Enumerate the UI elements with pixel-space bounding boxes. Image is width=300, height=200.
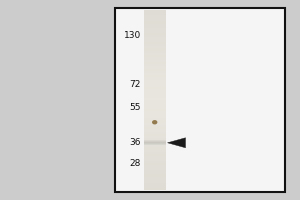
Bar <box>144 77 166 80</box>
Bar <box>144 53 166 55</box>
Bar <box>144 28 166 30</box>
Bar <box>144 163 166 165</box>
Bar <box>144 129 166 132</box>
Bar <box>115 8 285 192</box>
Bar <box>144 26 166 28</box>
Bar <box>144 104 166 107</box>
Bar <box>144 35 166 37</box>
Bar <box>144 181 166 183</box>
Text: 130: 130 <box>124 31 141 40</box>
Bar <box>144 158 166 161</box>
Bar <box>144 145 166 147</box>
Bar <box>144 82 166 84</box>
Bar <box>144 138 166 140</box>
Bar <box>144 132 166 134</box>
Bar <box>144 161 166 163</box>
Bar <box>144 75 166 77</box>
Bar <box>144 50 166 53</box>
Bar <box>144 143 166 144</box>
Bar <box>144 144 166 145</box>
Bar <box>144 107 166 109</box>
Bar <box>144 64 166 66</box>
Bar <box>144 71 166 73</box>
Bar <box>144 140 166 143</box>
Bar <box>144 98 166 100</box>
Text: 28: 28 <box>130 159 141 168</box>
Bar <box>144 120 166 122</box>
Bar <box>144 176 166 179</box>
Bar <box>144 48 166 50</box>
Bar <box>144 150 166 152</box>
Bar <box>144 100 166 102</box>
Bar <box>144 172 166 174</box>
Bar <box>144 32 166 35</box>
Polygon shape <box>167 138 185 148</box>
Bar <box>144 93 166 96</box>
Bar <box>144 186 166 188</box>
Ellipse shape <box>152 120 158 124</box>
Bar <box>144 12 166 15</box>
Bar <box>144 66 166 68</box>
Bar <box>144 102 166 104</box>
Bar <box>144 57 166 60</box>
Bar <box>144 86 166 89</box>
Bar <box>144 154 166 156</box>
Bar <box>144 80 166 82</box>
Bar <box>144 37 166 39</box>
Bar <box>144 170 166 172</box>
Bar <box>144 179 166 181</box>
Bar <box>144 23 166 26</box>
Bar <box>144 30 166 33</box>
Text: 72: 72 <box>130 80 141 89</box>
Bar <box>144 165 166 167</box>
Bar <box>144 10 166 12</box>
Bar <box>144 116 166 118</box>
Bar <box>144 141 166 142</box>
Bar <box>144 136 166 138</box>
Bar <box>144 39 166 42</box>
Bar <box>144 114 166 116</box>
Bar <box>144 21 166 23</box>
Bar <box>144 68 166 71</box>
Bar <box>144 91 166 93</box>
Bar <box>144 55 166 57</box>
Bar <box>144 15 166 17</box>
Bar <box>144 147 166 150</box>
Bar <box>144 142 166 143</box>
Bar <box>144 122 166 125</box>
Bar <box>144 96 166 98</box>
Bar <box>144 19 166 21</box>
Bar <box>144 89 166 91</box>
Bar <box>144 44 166 46</box>
Bar <box>144 167 166 170</box>
Text: 36: 36 <box>130 138 141 147</box>
Bar <box>144 174 166 176</box>
Bar <box>144 17 166 19</box>
Bar <box>144 127 166 129</box>
Text: 55: 55 <box>130 103 141 112</box>
Bar <box>144 111 166 114</box>
Bar <box>144 156 166 158</box>
Bar <box>144 42 166 44</box>
Bar <box>144 84 166 86</box>
Bar <box>144 188 166 190</box>
Bar <box>144 10 166 190</box>
Bar <box>144 125 166 127</box>
Bar <box>144 73 166 75</box>
Bar <box>144 60 166 62</box>
Bar <box>144 134 166 136</box>
Bar <box>144 118 166 120</box>
Bar <box>144 46 166 48</box>
Bar <box>144 140 166 141</box>
Bar <box>144 109 166 111</box>
Bar <box>144 152 166 154</box>
Bar <box>144 183 166 186</box>
Bar <box>144 143 166 145</box>
Bar <box>144 62 166 64</box>
